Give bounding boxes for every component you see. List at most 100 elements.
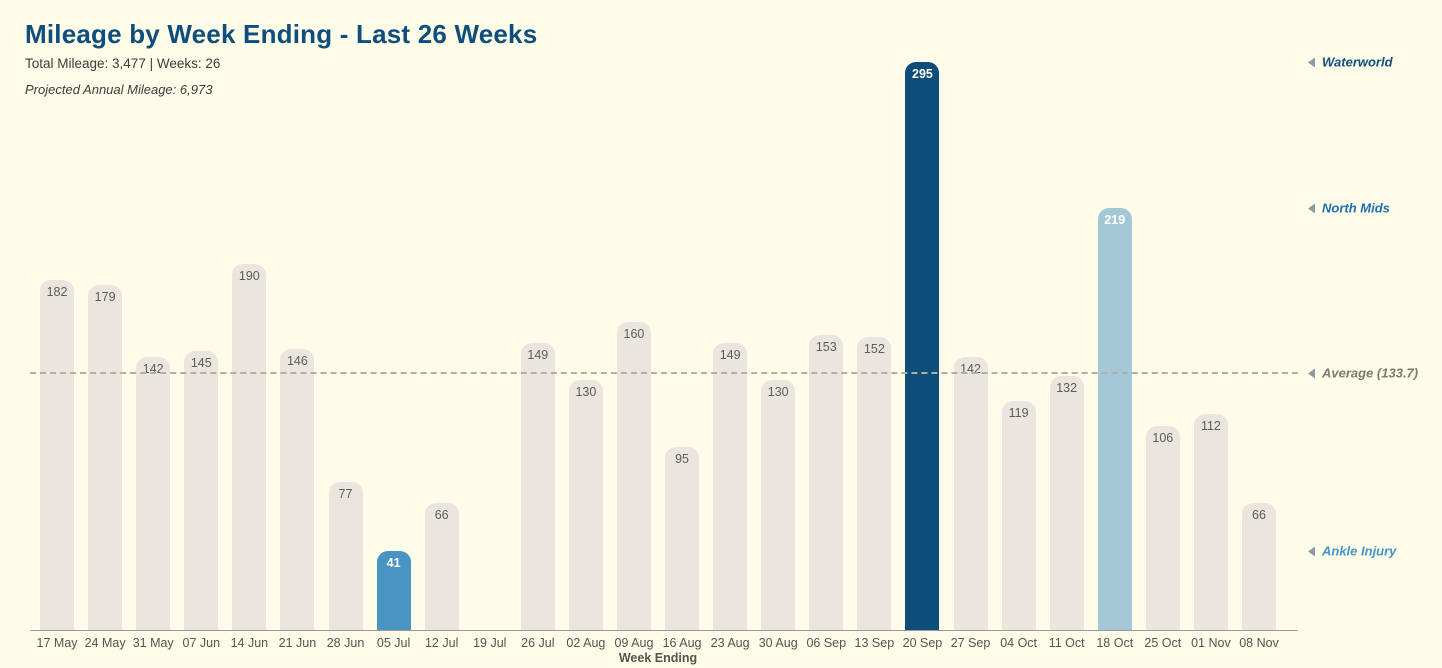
x-tick-label: 27 Sep (950, 636, 991, 650)
bar-24-may: 179 (88, 285, 123, 630)
bar-value-label: 295 (912, 67, 933, 81)
x-tick-label: 20 Sep (902, 636, 943, 650)
bar-value-label: 66 (1252, 508, 1266, 522)
x-tick-label: 11 Oct (1048, 636, 1085, 650)
annotation-label: Average (133.7) (1322, 365, 1419, 381)
x-tick-label: 31 May (132, 636, 174, 650)
bar-value-label: 130 (767, 385, 789, 399)
bar-18-oct: 219 (1097, 208, 1132, 630)
bar-chart: 182 179 142 145 190 146 77 41 66 149 130 160 95 149 13… (33, 62, 1283, 630)
bar-25-oct: 106 (1145, 426, 1180, 630)
bar-30-aug: 130 (761, 380, 796, 630)
x-tick-label: 02 Aug (566, 636, 606, 650)
bar-column: 130 (562, 62, 610, 630)
bar-31-may: 142 (136, 357, 171, 630)
bar-column: 190 (225, 62, 273, 630)
x-tick-label: 01 Nov (1191, 636, 1231, 650)
annotation-north-mids: North Mids (1308, 201, 1390, 216)
bar-05-jul: 41 (376, 551, 411, 630)
bar-column: 130 (754, 62, 802, 630)
x-tick-label: 12 Jul (424, 636, 459, 650)
x-tick-label: 09 Aug (614, 636, 654, 650)
x-tick-label: 26 Jul (521, 636, 555, 650)
bar-column: 146 (273, 62, 321, 630)
x-tick-label: 24 May (84, 636, 126, 650)
annotation-ankle-injury: Ankle Injury (1308, 544, 1396, 559)
bar-value-label: 179 (94, 290, 116, 304)
bar-value-label: 106 (1152, 431, 1174, 445)
x-tick-label: 19 Jul (473, 636, 507, 650)
bar-28-jun: 77 (328, 482, 363, 630)
bar-value-label: 66 (434, 508, 449, 522)
bar-value-label: 145 (190, 356, 212, 370)
bar-08-nov: 66 (1241, 503, 1276, 630)
bar-27-sep: 142 (953, 357, 988, 630)
bar-column: 152 (850, 62, 898, 630)
x-tick-label: 13 Sep (854, 636, 895, 650)
x-tick-label: 07 Jun (182, 636, 221, 650)
annotation-waterworld: Waterworld (1308, 55, 1393, 70)
average-dashed-line (30, 372, 1298, 374)
annotation-label: Waterworld (1322, 54, 1393, 70)
annotation-average-133-7-: Average (133.7) (1308, 366, 1418, 381)
bar-column: 145 (177, 62, 225, 630)
bar-column: 132 (1043, 62, 1091, 630)
bar-column: 106 (1139, 62, 1187, 630)
bar-value-label: 119 (1008, 406, 1029, 420)
bar-value-label: 153 (815, 340, 837, 354)
bar-value-label: 77 (338, 487, 353, 501)
bar-value-label: 149 (527, 348, 549, 362)
bar-value-label: 160 (623, 327, 645, 341)
bar-16-aug: 95 (665, 447, 700, 630)
bar-column: 295 (898, 62, 946, 630)
bar-value-label: 130 (575, 385, 597, 399)
bar-02-aug: 130 (568, 380, 603, 630)
bar-26-jul: 149 (520, 343, 555, 630)
left-triangle-icon (1308, 546, 1315, 556)
bar-column: 179 (81, 62, 129, 630)
bar-column: 142 (946, 62, 994, 630)
bar-07-jun: 145 (184, 351, 219, 630)
bar-14-jun: 190 (232, 264, 267, 630)
x-tick-label: 25 Oct (1144, 636, 1182, 650)
left-triangle-icon (1308, 203, 1315, 213)
chart-subtitle: Total Mileage: 3,477 | Weeks: 26 (25, 56, 221, 71)
bar-09-aug: 160 (616, 322, 651, 630)
bar-column: 119 (995, 62, 1043, 630)
x-tick-label: 23 Aug (710, 636, 750, 650)
left-triangle-icon (1308, 57, 1315, 67)
bar-04-oct: 119 (1001, 401, 1036, 630)
x-tick-label: 21 Jun (278, 636, 317, 650)
bar-value-label: 146 (286, 354, 308, 368)
annotation-label: Ankle Injury (1322, 543, 1397, 559)
bar-column: 160 (610, 62, 658, 630)
bar-value-label: 219 (1104, 213, 1126, 227)
bar-06-sep: 153 (809, 335, 844, 630)
x-tick-label: 14 Jun (230, 636, 269, 650)
x-tick-label: 04 Oct (1000, 636, 1038, 650)
left-triangle-icon (1308, 368, 1315, 378)
x-axis-tick-labels: 17 May 24 May 31 May 07 Jun 14 Jun 21 Jun 28 J… (33, 636, 1283, 650)
bar-column: 41 (370, 62, 418, 630)
bar-column: 77 (321, 62, 369, 630)
bar-value-label: 149 (719, 348, 741, 362)
bar-column: 219 (1091, 62, 1139, 630)
chart-projection-note: Projected Annual Mileage: 6,973 (25, 82, 213, 97)
x-tick-label: 17 May (36, 636, 78, 650)
x-tick-label: 28 Jun (326, 636, 365, 650)
bar-11-oct: 132 (1049, 376, 1084, 630)
bar-value-label: 132 (1056, 381, 1078, 395)
x-axis-title: Week Ending (618, 651, 698, 665)
bar-column: 149 (706, 62, 754, 630)
x-axis-line (30, 630, 1298, 631)
x-tick-label: 08 Nov (1239, 636, 1279, 650)
bar-12-jul: 66 (424, 503, 459, 630)
bar-column: 112 (1187, 62, 1235, 630)
x-tick-label: 06 Sep (806, 636, 847, 650)
x-tick-label: 16 Aug (662, 636, 702, 650)
bar-column: 142 (129, 62, 177, 630)
bar-01-nov: 112 (1193, 414, 1228, 630)
bar-value-label: 112 (1200, 419, 1221, 433)
bar-column: 66 (418, 62, 466, 630)
